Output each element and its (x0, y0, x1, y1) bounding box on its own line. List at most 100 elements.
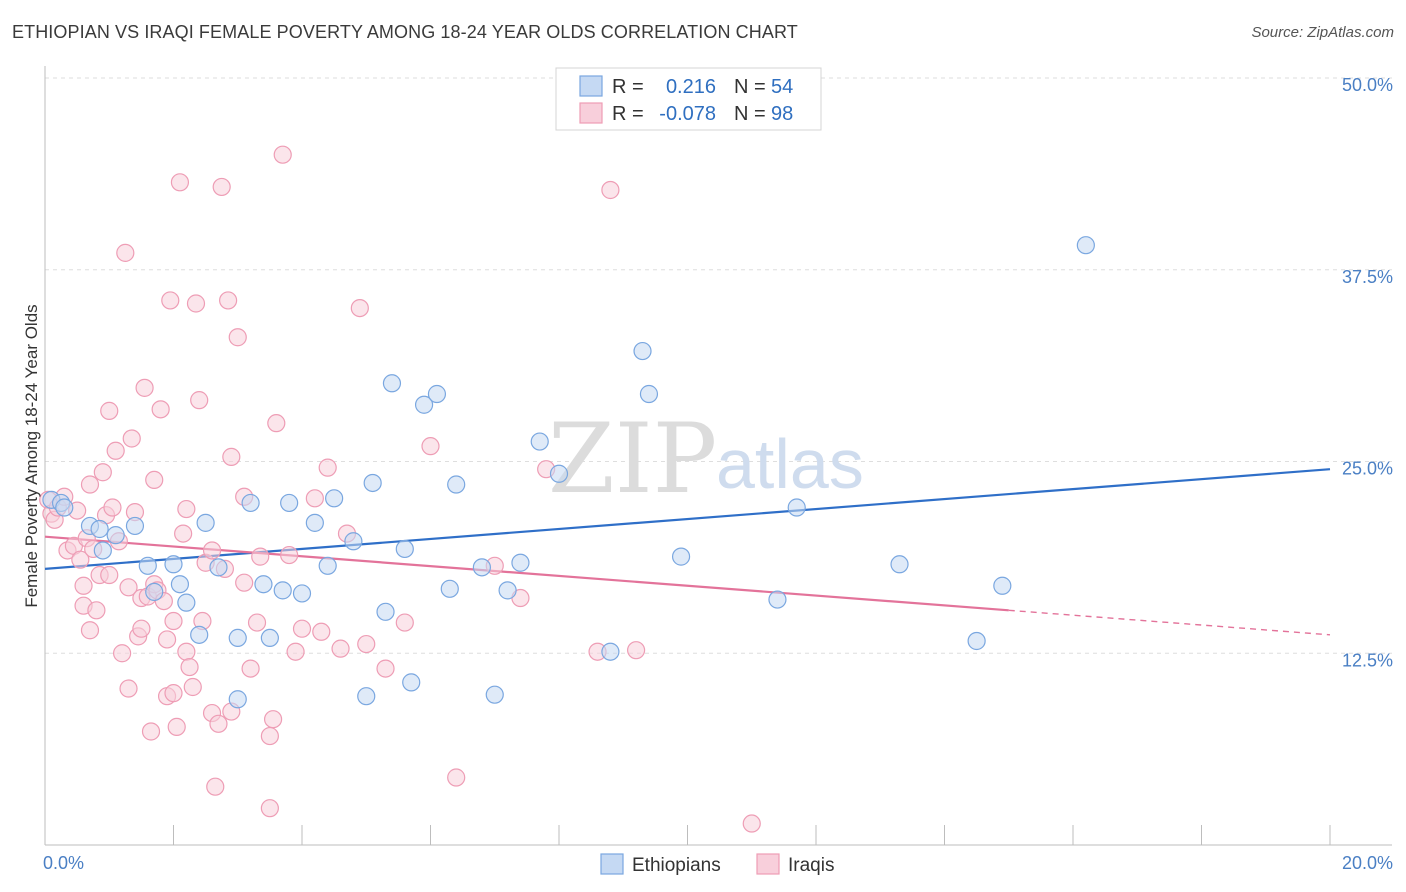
tick-labels: 12.5% 25.0% 37.5% 50.0% 0.0% 20.0% (43, 75, 1393, 873)
data-point-ethiopians (280, 493, 299, 513)
data-point-iraqis (209, 714, 228, 733)
axes (44, 66, 1392, 846)
data-point-iraqis (167, 717, 186, 736)
data-point-iraqis (177, 499, 196, 519)
data-point-iraqis (286, 642, 305, 661)
bottom-legend-ethiopians: Ethiopians (632, 855, 721, 876)
legend-box: R = 0.216 N = 54 R = -0.078 N = 98 (555, 67, 822, 131)
legend-n-label: N = (734, 76, 766, 98)
data-point-iraqis (292, 619, 312, 638)
data-point-ethiopians (190, 625, 209, 644)
data-point-ethiopians (292, 584, 312, 603)
bottom-legend-iraqis: Iraqis (788, 855, 834, 876)
watermark: ZIP atlas (548, 403, 864, 515)
data-point-ethiopians (485, 685, 504, 704)
data-point-ethiopians (414, 395, 434, 414)
data-point-ethiopians (363, 473, 382, 493)
data-point-iraqis (177, 642, 196, 661)
watermark-zip: ZIP (548, 403, 717, 515)
data-point-iraqis (273, 145, 292, 164)
data-point-ethiopians (395, 539, 414, 559)
data-point-iraqis (206, 777, 225, 796)
data-point-iraqis (219, 291, 238, 310)
data-point-iraqis (202, 541, 222, 560)
data-point-iraqis (742, 814, 761, 833)
data-point-ethiopians (511, 553, 530, 572)
legend-r-value: -0.078 (659, 103, 716, 125)
data-point-iraqis (87, 601, 106, 620)
data-point-iraqis (447, 768, 466, 787)
data-point-iraqis (164, 684, 183, 703)
legend-swatch-ethiopians (579, 75, 603, 97)
data-point-ethiopians (993, 576, 1012, 595)
data-point-iraqis (260, 799, 279, 818)
data-point-ethiopians (447, 475, 466, 494)
data-point-iraqis (626, 641, 646, 660)
data-point-iraqis (119, 578, 138, 597)
data-point-iraqis (80, 475, 100, 494)
data-point-ethiopians (787, 498, 806, 517)
source-credit: Source: ZipAtlas.com (1251, 24, 1394, 41)
data-point-iraqis (74, 576, 93, 595)
data-point-iraqis (100, 401, 119, 420)
data-point-iraqis (170, 173, 190, 192)
data-point-iraqis (100, 565, 119, 585)
data-point-ethiopians (530, 432, 549, 451)
data-points (39, 145, 1095, 833)
data-point-ethiopians (241, 493, 260, 513)
data-point-ethiopians (164, 555, 183, 574)
data-point-ethiopians (254, 575, 273, 594)
data-point-iraqis (331, 639, 350, 658)
data-point-iraqis (421, 437, 440, 456)
legend-n-value: 98 (771, 103, 793, 125)
data-point-ethiopians (633, 341, 652, 361)
data-point-iraqis (145, 470, 164, 490)
data-point-ethiopians (90, 519, 109, 539)
data-point-ethiopians (376, 602, 395, 621)
data-point-iraqis (318, 458, 337, 477)
data-point-ethiopians (209, 558, 228, 577)
legend-r-label: R = (612, 76, 644, 98)
y-tick-label: 12.5% (1342, 650, 1393, 670)
y-tick-label: 37.5% (1342, 267, 1393, 287)
data-point-ethiopians (55, 498, 74, 517)
data-point-iraqis (222, 447, 241, 466)
data-point-iraqis (601, 180, 620, 200)
data-point-iraqis (312, 622, 331, 641)
data-point-iraqis (235, 573, 254, 592)
data-point-iraqis (157, 630, 177, 649)
x-tick-label: 0.0% (43, 853, 84, 873)
data-point-iraqis (357, 634, 376, 654)
data-point-ethiopians (196, 513, 215, 532)
legend-r-value: 0.216 (666, 76, 716, 98)
data-point-ethiopians (145, 582, 164, 601)
data-point-ethiopians (325, 489, 344, 508)
data-point-ethiopians (170, 575, 190, 594)
data-point-ethiopians (967, 631, 986, 651)
bottom-legend-swatch-iraqis (756, 853, 780, 875)
trend-line-extension-iraqis (1008, 609, 1331, 636)
data-point-ethiopians (138, 556, 157, 575)
data-point-ethiopians (402, 673, 421, 692)
data-point-iraqis (103, 498, 122, 517)
data-point-ethiopians (357, 687, 376, 706)
bottom-legend: Ethiopians Iraqis (600, 853, 834, 876)
data-point-ethiopians (472, 558, 491, 577)
data-point-iraqis (190, 391, 209, 410)
data-point-iraqis (112, 644, 132, 663)
data-point-ethiopians (768, 590, 787, 609)
data-point-ethiopians (228, 690, 247, 709)
data-point-iraqis (80, 621, 100, 640)
data-point-ethiopians (344, 532, 363, 551)
data-point-ethiopians (440, 579, 459, 598)
data-point-ethiopians (427, 384, 447, 404)
chart-title: ETHIOPIAN VS IRAQI FEMALE POVERTY AMONG … (12, 22, 798, 42)
data-point-iraqis (135, 378, 154, 397)
data-point-ethiopians (177, 593, 196, 612)
data-point-ethiopians (671, 547, 691, 566)
data-point-iraqis (151, 400, 170, 419)
data-point-iraqis (132, 619, 151, 638)
y-axis-label: Female Poverty Among 18-24 Year Olds (22, 304, 41, 607)
data-point-iraqis (93, 463, 112, 482)
